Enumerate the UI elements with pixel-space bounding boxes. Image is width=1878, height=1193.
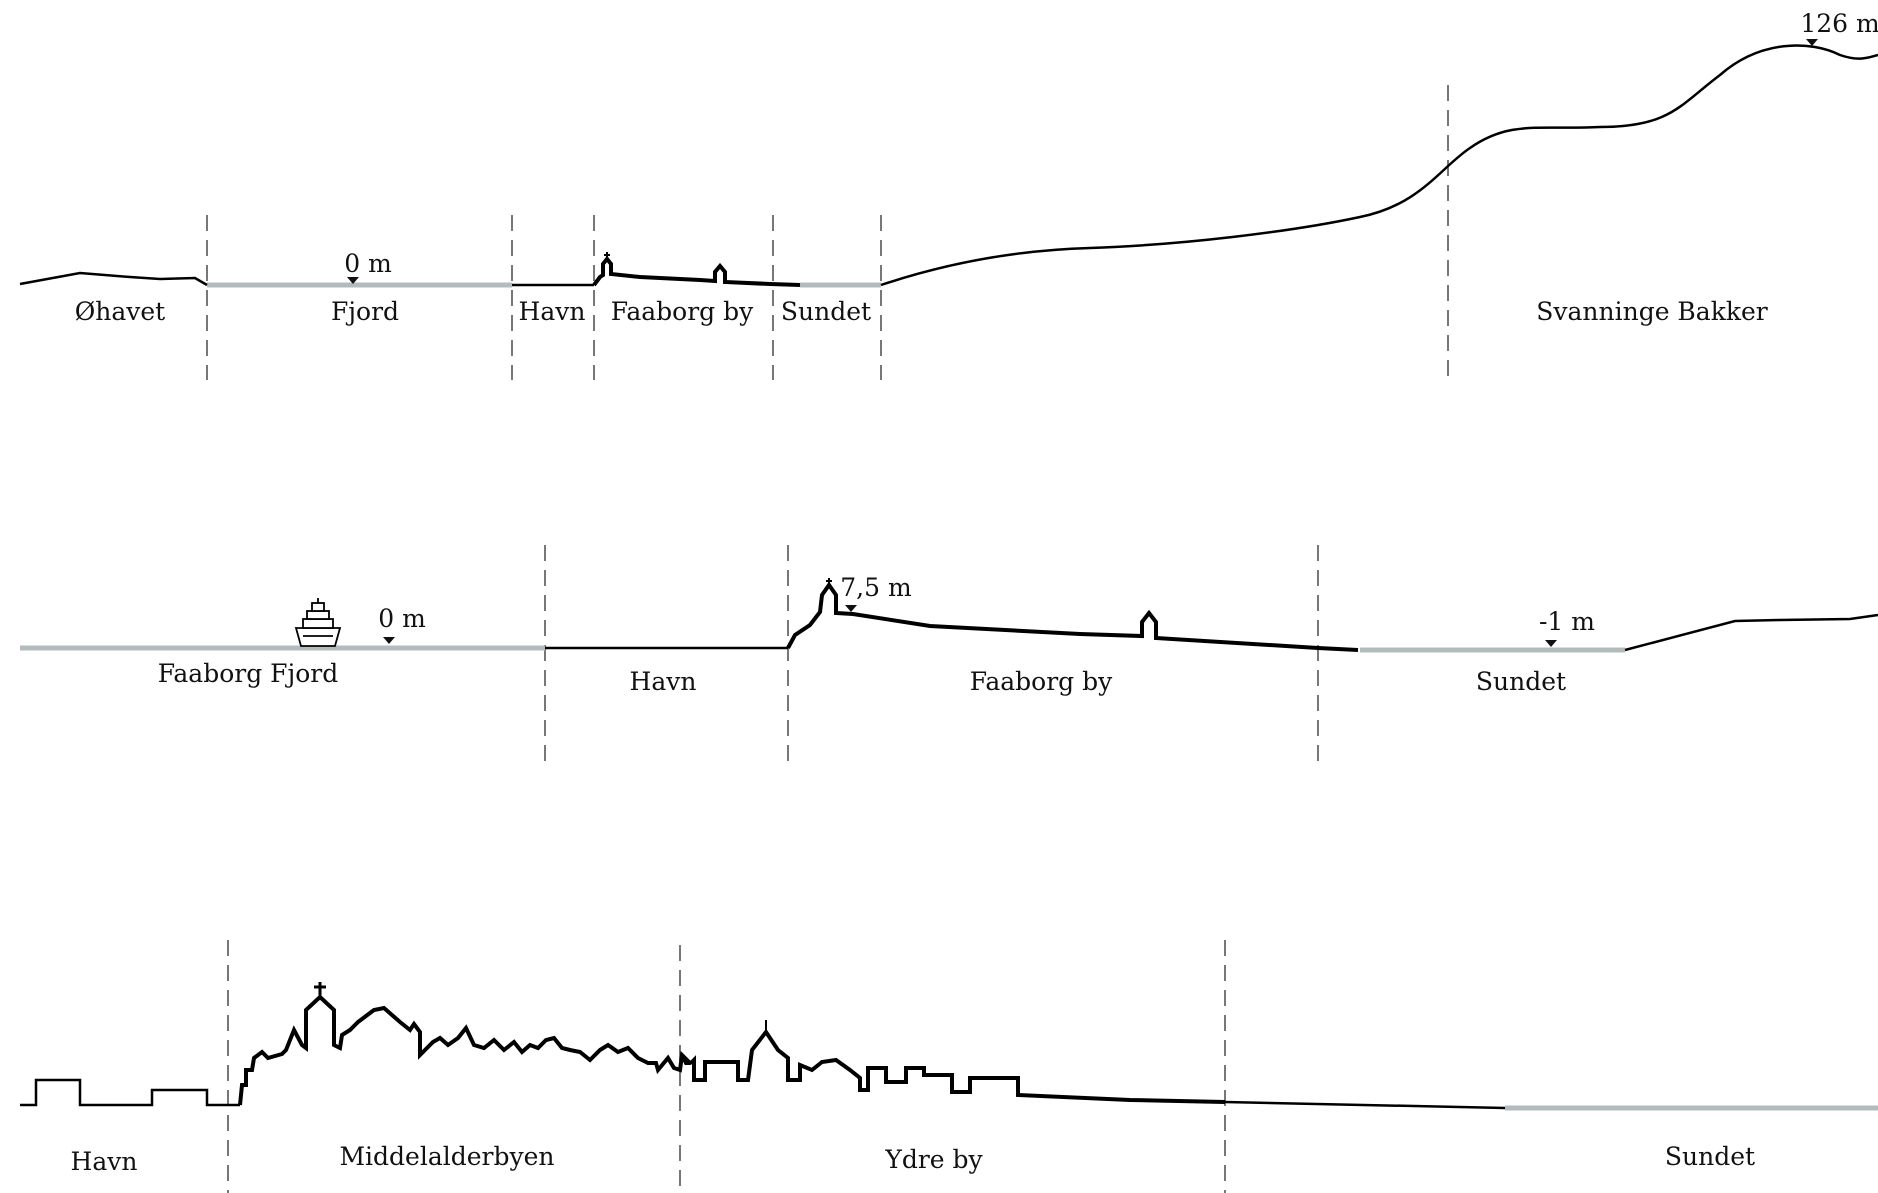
section-2-elevation-sundet: -1 m <box>1539 607 1595 636</box>
church-icon <box>604 252 610 259</box>
section-1-elevation-fjord: 0 m <box>344 249 392 278</box>
section-3-zone-ydre-by: Ydre by <box>884 1145 983 1174</box>
section-1-zone-sundet: Sundet <box>781 297 871 326</box>
section-3-zone-havn: Havn <box>71 1147 138 1176</box>
section-1-ohavet-coast <box>19 271 208 287</box>
section-2-elevation-fjord: 0 m <box>378 604 426 633</box>
section-1-zone-fjord: Fjord <box>331 297 399 326</box>
elevation-marker-icon <box>383 637 395 644</box>
elevation-marker-icon <box>845 605 857 612</box>
section-3-havn-buildings <box>20 1078 240 1107</box>
section-1-zone-havn: Havn <box>519 297 586 326</box>
section-2: 0 m 7,5 m -1 m Faaborg Fjord Havn Faabor… <box>20 545 1878 765</box>
section-3-middelalderbyen-skyline <box>238 994 692 1106</box>
section-1-elevation-peak: 126 m <box>1800 9 1878 38</box>
church-icon <box>826 578 832 585</box>
section-1-zone-faaborg-by: Faaborg by <box>611 297 754 326</box>
section-3-sundet-ground <box>1224 1100 1506 1110</box>
section-1-zone-ohavet: Øhavet <box>75 297 165 326</box>
section-2-zone-sundet: Sundet <box>1476 667 1566 696</box>
section-1: 0 m 126 m Øhavet Fjord Havn Faaborg by S… <box>19 9 1878 380</box>
section-2-zone-faaborg-by: Faaborg by <box>970 667 1113 696</box>
section-2-zone-havn: Havn <box>630 667 697 696</box>
elevation-marker-icon <box>1545 640 1557 647</box>
section-2-elevation-town: 7,5 m <box>840 573 912 602</box>
ship-icon <box>294 598 342 647</box>
elevation-marker-icon <box>1806 39 1818 46</box>
section-2-zone-faaborg-fjord: Faaborg Fjord <box>158 659 339 688</box>
section-1-town-profile <box>592 255 801 287</box>
section-1-svanninge-terrain <box>880 44 1878 287</box>
elevation-marker-icon <box>347 277 359 284</box>
section-3-zone-middelalderbyen: Middelalderbyen <box>339 1142 554 1171</box>
section-3: Havn Middelalderbyen Ydre by Sundet <box>20 940 1878 1193</box>
section-3-zone-sundet: Sundet <box>1665 1142 1755 1171</box>
section-2-town-profile <box>786 581 1359 652</box>
section-2-sundet-shore <box>1624 613 1878 652</box>
section-1-zone-svanninge-bakker: Svanninge Bakker <box>1536 297 1768 326</box>
church-icon <box>314 982 326 997</box>
section-3-ydre-by-skyline <box>680 1028 1226 1104</box>
